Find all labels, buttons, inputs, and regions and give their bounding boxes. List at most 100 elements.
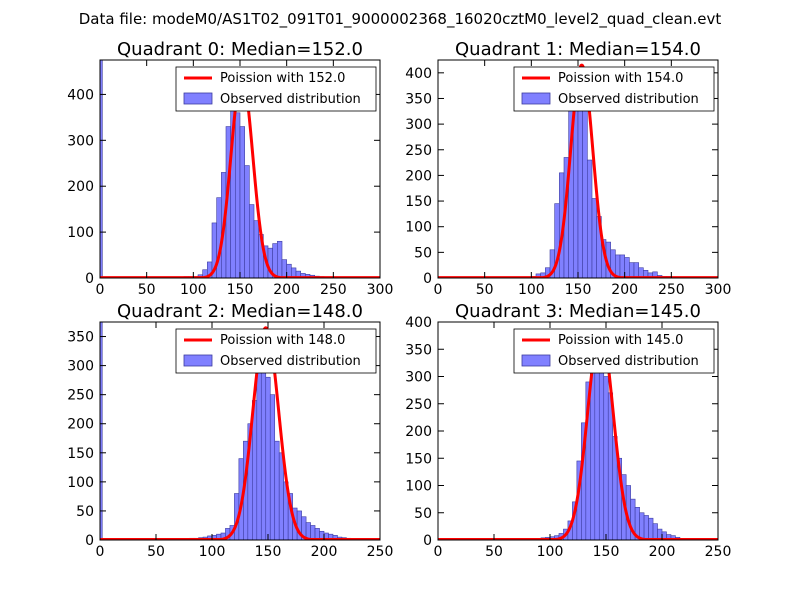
y-tick-label: 50 [414,245,432,261]
y-tick-label: 200 [67,179,94,195]
y-tick-label: 0 [85,533,94,549]
legend-label-poisson: Poission with 152.0 [220,71,345,86]
x-tick-label: 300 [705,282,732,298]
axes-frame [99,321,381,541]
histogram-bar [249,204,255,278]
histogram-bar [582,108,588,278]
x-tick-label: 200 [611,282,638,298]
histogram-bar [648,517,654,540]
x-tick-label: 50 [147,544,165,560]
y-tick-label: 50 [414,506,432,522]
chart-panel-quadrant-1: 0 50 100 150 200 250 300 0 50 100 150 200 250 300 350 4… [405,39,731,298]
x-tick-label: 250 [658,282,685,298]
legend-label-observed: Observed distribution [220,354,361,369]
histogram-bar [591,198,597,278]
x-tick-label: 150 [565,282,592,298]
legend-label-observed: Observed distribution [558,354,699,369]
histogram-bar [633,262,639,278]
legend: Poission with 152.0 Observed distribution [175,66,377,112]
legend-label-poisson: Poission with 154.0 [558,71,683,86]
y-tick-label: 300 [67,133,94,149]
y-tick-label: 0 [423,533,432,549]
y-tick-label: 250 [67,388,94,404]
x-tick-label: 200 [311,544,338,560]
x-tick-label: 50 [476,282,494,298]
x-tick-label: 0 [434,544,443,560]
legend-bar-swatch [521,92,551,105]
chart-panel-quadrant-2: 0 50 100 150 200 250 0 50 100 150 200 250 300 350 Quad… [67,301,393,560]
y-tick-label: 150 [405,451,432,467]
x-tick-label: 50 [138,282,156,298]
histogram-bar [265,376,271,540]
histogram-bar [629,262,635,278]
histogram-bar [603,376,609,540]
histogram-bar [590,370,596,540]
y-tick-label: 250 [405,143,432,159]
histogram-bar [274,440,280,540]
histogram-bar [235,112,241,278]
x-tick-label: 150 [227,282,254,298]
x-tick-label: 100 [180,282,207,298]
y-tick-label: 300 [405,117,432,133]
x-tick-label: 0 [96,544,105,560]
y-tick-label: 200 [405,168,432,184]
y-tick-label: 150 [405,194,432,210]
histogram-bar [244,165,250,278]
x-tick-label: 100 [518,282,545,298]
y-tick-label: 250 [405,397,432,413]
y-tick-label: 100 [405,220,432,236]
legend-bar-swatch [521,354,551,367]
histogram-bar [652,523,658,540]
x-tick-label: 250 [705,544,732,560]
legend-label-observed: Observed distribution [220,92,361,107]
histogram-bar [281,259,287,278]
y-tick-label: 400 [405,315,432,331]
x-tick-label: 50 [485,544,503,560]
histogram-bar [587,159,593,278]
legend: Poission with 145.0 Observed distribution [513,328,715,374]
histogram-bar [278,452,284,540]
figure-suptitle: Data file: modeM0/AS1T02_091T01_90000023… [79,10,722,29]
y-tick-label: 350 [405,342,432,358]
histogram-bar [639,512,645,540]
y-tick-label: 100 [67,475,94,491]
y-tick-label: 50 [76,504,94,520]
histogram-bar-zero [100,60,103,278]
legend-label-observed: Observed distribution [558,92,699,107]
x-tick-label: 0 [96,282,105,298]
x-tick-label: 200 [649,544,676,560]
panel-title: Quadrant 3: Median=145.0 [455,301,701,322]
legend-bar-swatch [183,354,213,367]
histogram-bar [643,515,649,540]
panel-title: Quadrant 1: Median=154.0 [455,39,701,60]
histogram-bar [624,257,630,278]
panel-title: Quadrant 0: Median=152.0 [117,39,363,60]
panel-title: Quadrant 2: Median=148.0 [117,301,363,322]
legend-bar-swatch [183,92,213,105]
y-tick-label: 200 [67,417,94,433]
x-tick-label: 100 [199,544,226,560]
legend-label-poisson: Poission with 145.0 [558,333,683,348]
x-tick-label: 200 [273,282,300,298]
y-tick-label: 350 [67,330,94,346]
legend-label-poisson: Poission with 148.0 [220,333,345,348]
y-tick-label: 300 [405,370,432,386]
subplot-grid: 0 50 100 150 200 250 300 0 100 200 300 400 Quadrant … [67,39,731,560]
legend: Poission with 154.0 Observed distribution [513,66,715,112]
x-tick-label: 150 [593,544,620,560]
y-tick-label: 0 [423,271,432,287]
histogram-bar [253,220,259,278]
histogram-bar [260,365,267,540]
y-tick-label: 150 [67,446,94,462]
y-tick-label: 400 [405,66,432,82]
chart-panel-quadrant-3: 0 50 100 150 200 250 0 50 100 150 200 250 300 350 400 Q… [405,301,731,560]
histogram-bar [239,126,245,278]
x-tick-label: 0 [434,282,443,298]
histogram-bar [615,254,621,278]
x-tick-label: 250 [367,544,394,560]
chart-panel-quadrant-0: 0 50 100 150 200 250 300 0 100 200 300 400 Quadrant … [67,39,393,298]
x-tick-label: 100 [537,544,564,560]
x-tick-label: 150 [255,544,282,560]
legend: Poission with 148.0 Observed distribution [175,328,377,374]
